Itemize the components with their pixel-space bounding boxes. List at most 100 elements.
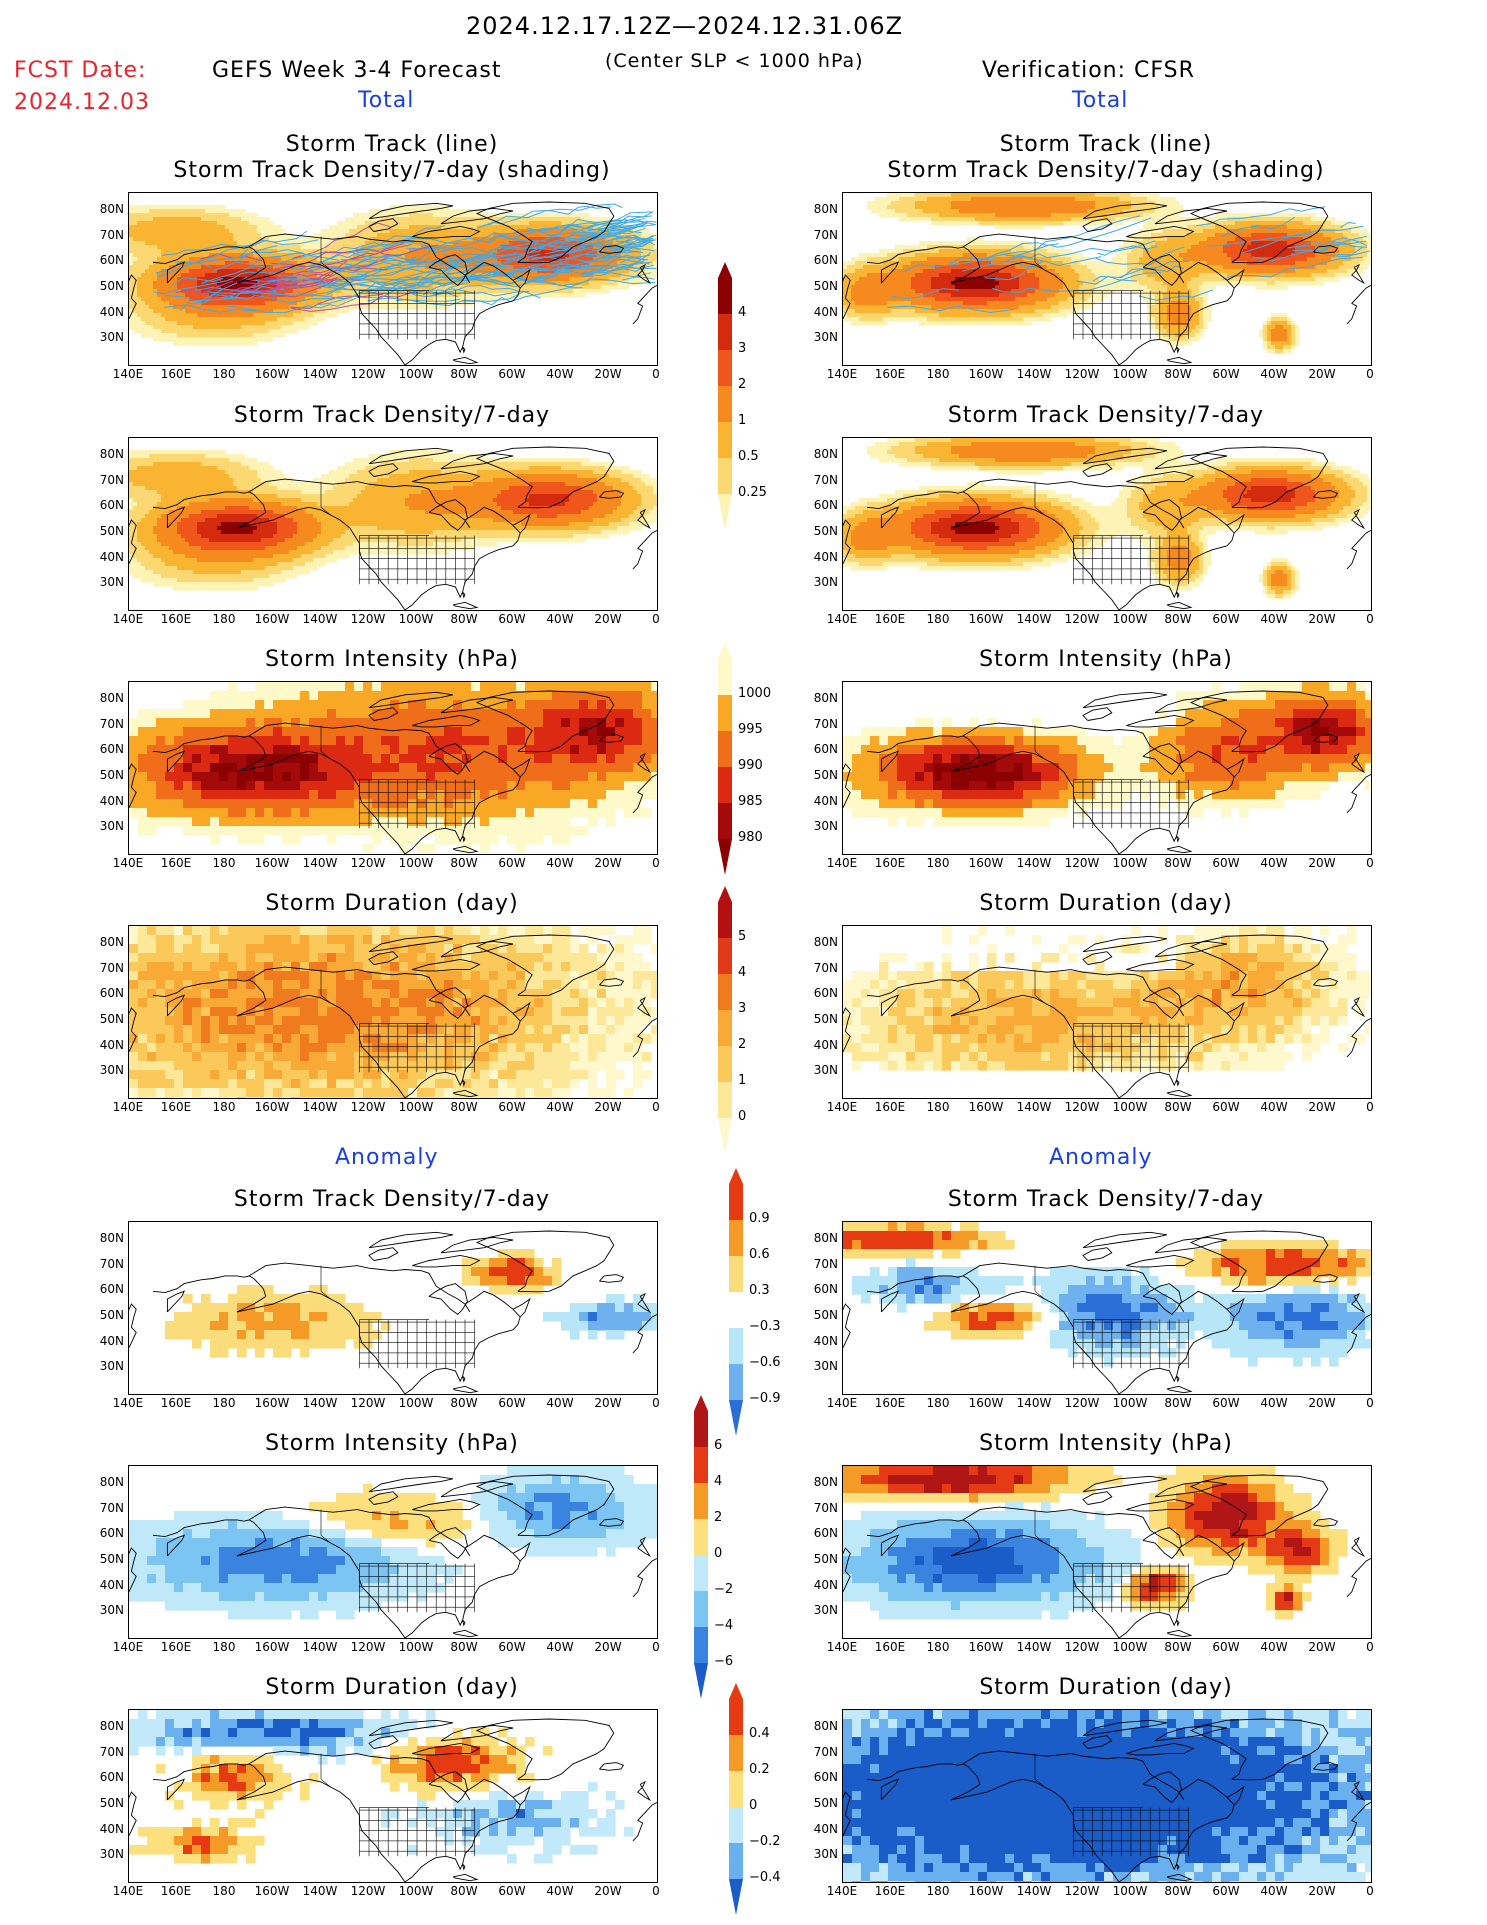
colorbar-svg [718, 643, 732, 875]
lon-label: 180 [202, 1100, 246, 1114]
colorbar-label: 4 [738, 965, 746, 980]
lat-label: 50N [804, 1012, 838, 1026]
lon-label: 80W [1156, 1640, 1200, 1654]
colorbar-anomaly-density: 0.9 0.6 0.3 −0.3 −0.6 −0.9 [729, 1168, 789, 1440]
lon-label: 140W [298, 612, 342, 626]
lat-label: 80N [804, 1475, 838, 1489]
lon-label: 20W [586, 856, 630, 870]
model-title: GEFS Week 3-4 Forecast [212, 58, 501, 83]
colorbar-anomaly-intensity: 6 4 2 0 −2 −4 −6 [694, 1395, 754, 1703]
lon-label: 80W [1156, 1100, 1200, 1114]
lon-label: 180 [202, 367, 246, 381]
lon-label: 120W [346, 1884, 390, 1898]
lon-label: 60W [490, 1396, 534, 1410]
lon-label: 80W [1156, 856, 1200, 870]
lon-label: 120W [346, 856, 390, 870]
lat-label: 50N [804, 524, 838, 538]
lon-label: 40W [1252, 856, 1296, 870]
lon-label: 80W [442, 856, 486, 870]
lon-label: 80W [1156, 612, 1200, 626]
lat-label: 30N [804, 1063, 838, 1077]
title-l7: Storm Duration (day) [128, 1675, 656, 1700]
lon-label: 0 [1348, 856, 1392, 870]
lon-label: 120W [1060, 1396, 1104, 1410]
colorbar-label: 1 [738, 413, 746, 428]
coastlines [843, 934, 1371, 1098]
period-title: 2024.12.17.12Z—2024.12.31.06Z [466, 12, 903, 40]
lon-label: 120W [346, 1640, 390, 1654]
lon-label: 100W [394, 1884, 438, 1898]
lat-label: 70N [90, 1501, 124, 1515]
map-canvas [843, 1710, 1371, 1882]
lon-label: 180 [916, 1396, 960, 1410]
shading-layer [129, 1710, 634, 1864]
lon-label: 120W [1060, 1640, 1104, 1654]
map-forecast-intensity [128, 681, 658, 855]
coastlines [843, 201, 1371, 365]
lat-label: 40N [804, 1038, 838, 1052]
lon-label: 160E [154, 612, 198, 626]
title-r2: Storm Track Density/7-day [842, 403, 1370, 428]
lat-label: 40N [804, 1334, 838, 1348]
lat-label: 50N [90, 279, 124, 293]
lon-label: 20W [1300, 367, 1344, 381]
lon-label: 160E [868, 367, 912, 381]
colorbar-label: 4 [738, 305, 746, 320]
map-verif-duration [842, 925, 1372, 1099]
colorbar-label: −0.9 [749, 1391, 781, 1406]
title-r7: Storm Duration (day) [842, 1675, 1370, 1700]
map-forecast-density-anomaly [128, 1221, 658, 1395]
map-verif-intensity [842, 681, 1372, 855]
map-canvas [129, 201, 657, 365]
lat-label: 70N [804, 1257, 838, 1271]
lon-label: 180 [202, 1396, 246, 1410]
right-anomaly-label: Anomaly [1049, 1145, 1153, 1170]
lon-label: 180 [202, 1640, 246, 1654]
lat-label: 50N [90, 1552, 124, 1566]
lat-label: 60N [804, 1526, 838, 1540]
lat-label: 60N [90, 986, 124, 1000]
colorbar-density: 4 3 2 1 0.5 0.25 [718, 262, 778, 534]
coastlines [843, 1718, 1371, 1882]
colorbar-svg [729, 1168, 743, 1436]
shading-layer [129, 926, 657, 1098]
lon-label: 40W [1252, 1396, 1296, 1410]
colorbar-label: 0.6 [749, 1247, 770, 1262]
shading-layer [129, 450, 657, 591]
lat-label: 70N [804, 473, 838, 487]
lon-label: 20W [586, 1396, 630, 1410]
lon-label: 60W [490, 856, 534, 870]
lat-label: 60N [90, 253, 124, 267]
lat-label: 70N [804, 1745, 838, 1759]
lon-label: 60W [1204, 612, 1248, 626]
lon-label: 100W [1108, 856, 1152, 870]
lon-label: 100W [394, 367, 438, 381]
lon-label: 0 [634, 1884, 678, 1898]
shading-layer [843, 1466, 1348, 1620]
lon-label: 120W [1060, 1100, 1104, 1114]
lat-label: 40N [90, 794, 124, 808]
map-verif-intensity-anomaly [842, 1465, 1372, 1639]
lon-label: 20W [1300, 856, 1344, 870]
lat-label: 80N [90, 691, 124, 705]
colorbar-label: 0.3 [749, 1283, 770, 1298]
lat-label: 60N [90, 498, 124, 512]
lat-label: 30N [804, 575, 838, 589]
lon-label: 100W [1108, 1640, 1152, 1654]
colorbar-label: 995 [738, 722, 763, 737]
lat-label: 60N [90, 742, 124, 756]
colorbar-label: 1 [738, 1073, 746, 1088]
lat-label: 70N [90, 1257, 124, 1271]
lon-label: 160E [868, 1100, 912, 1114]
title-l4: Storm Duration (day) [128, 891, 656, 916]
shading-layer [165, 1249, 657, 1358]
lon-label: 180 [202, 612, 246, 626]
coastlines [843, 1230, 1371, 1394]
lat-label: 80N [804, 1231, 838, 1245]
lon-label: 20W [586, 367, 630, 381]
lat-label: 60N [804, 1282, 838, 1296]
map-canvas [129, 682, 657, 854]
lat-label: 80N [90, 1719, 124, 1733]
lat-label: 70N [90, 228, 124, 242]
lat-label: 40N [804, 1822, 838, 1836]
